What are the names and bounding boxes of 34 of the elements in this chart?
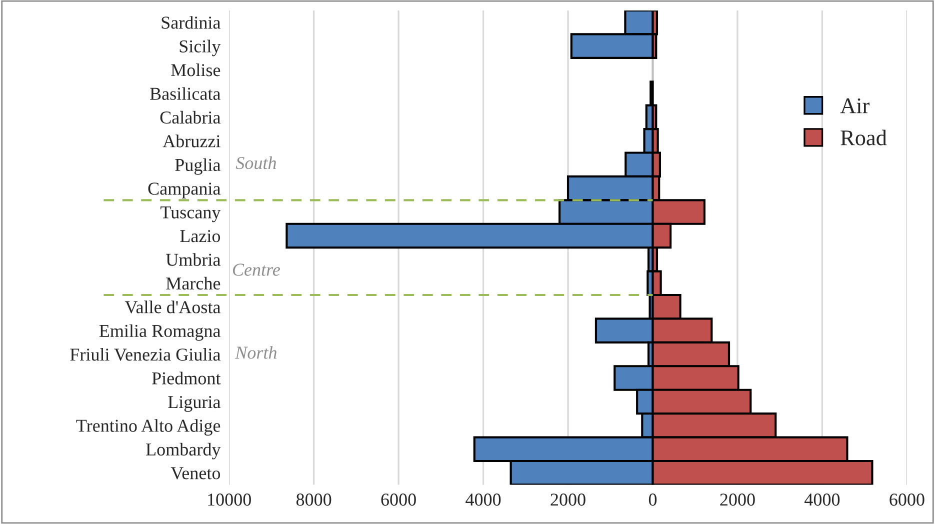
x-tick-label: 2000 — [550, 494, 586, 506]
y-tick-label: Calabria — [160, 110, 220, 124]
y-tick-label: Lombardy — [146, 442, 221, 460]
y-tick-label: Emilia Romagna — [99, 324, 220, 341]
x-tick-label: 8000 — [296, 494, 332, 506]
y-tick-label: Liguria — [168, 396, 220, 412]
y-tick-label: Abruzzi — [162, 134, 220, 148]
y-tick-label: Valle d'Aosta — [124, 300, 220, 314]
legend-label: Road — [840, 130, 887, 146]
y-tick-label: Sicily — [180, 40, 221, 56]
y-tick-label: Molise — [171, 63, 220, 76]
y-tick-label: Campania — [148, 182, 220, 198]
y-tick-label: Basilicata — [150, 87, 220, 100]
legend-label: Air — [840, 98, 870, 114]
y-tick-label: Umbria — [166, 253, 220, 266]
annotation: North — [234, 346, 277, 359]
y-tick-label: Marche — [166, 276, 220, 290]
y-tick-label: Piedmont — [152, 372, 221, 384]
x-tick-label: 6000 — [381, 494, 416, 506]
x-tick-label: 4000 — [804, 494, 840, 506]
x-tick-label: 6000 — [890, 494, 924, 506]
y-tick-label: Tuscany — [160, 206, 221, 222]
y-tick-label: Sardinia — [162, 16, 220, 29]
y-tick-label: Veneto — [170, 467, 220, 480]
annotation: Centre — [232, 264, 280, 276]
y-tick-label: Lazio — [180, 230, 220, 242]
x-tick-label: 2000 — [720, 494, 755, 506]
y-tick-label: Trentino Alto Adige — [76, 419, 220, 436]
annotation: South — [236, 156, 276, 170]
x-tick-label: 10000 — [208, 494, 251, 506]
y-tick-label: Friuli Venezia Giulia — [70, 348, 220, 361]
y-tick-label: Puglia — [175, 158, 220, 175]
x-tick-label: 0 — [648, 494, 657, 506]
x-tick-label: 4000 — [466, 494, 501, 506]
